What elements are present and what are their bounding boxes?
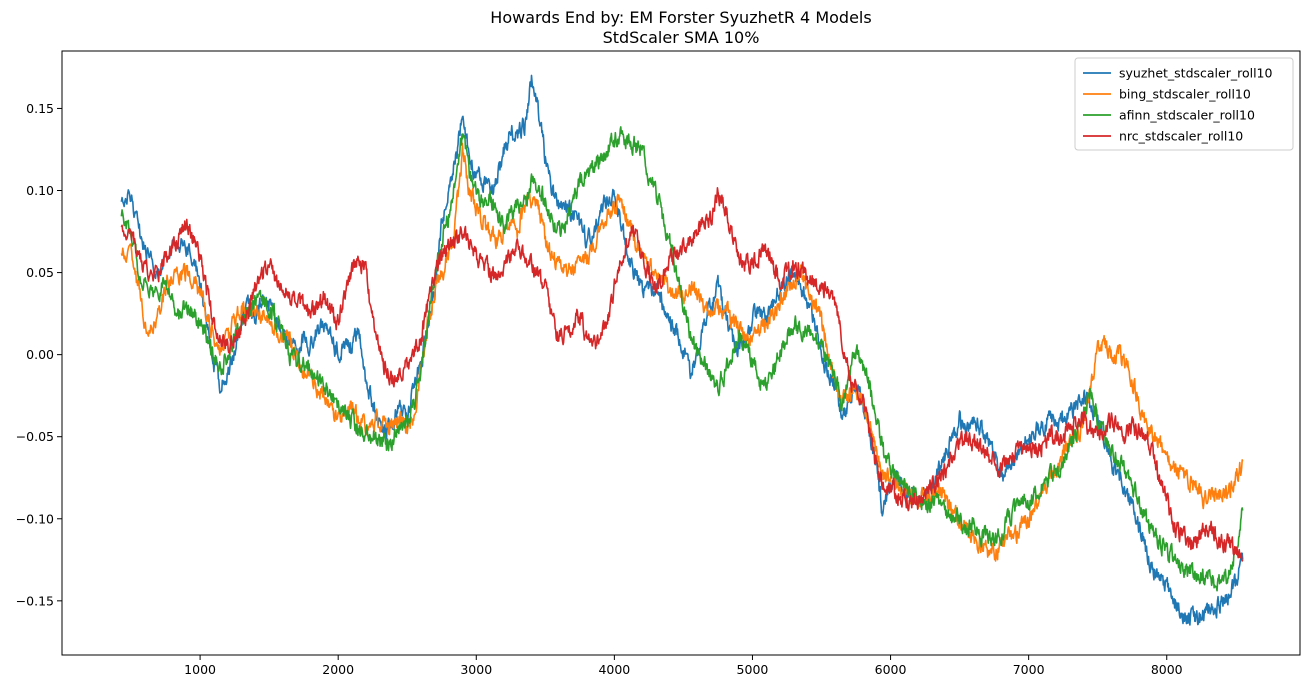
series-line-nrc_stdscaler_roll10 — [120, 187, 1244, 562]
series-layer — [120, 74, 1244, 626]
legend-label: nrc_stdscaler_roll10 — [1119, 129, 1243, 144]
legend: syuzhet_stdscaler_roll10 bing_stdscaler_r… — [1074, 57, 1294, 151]
y-tick-label: −0.10 — [16, 511, 54, 526]
x-tick-label: 2000 — [322, 662, 354, 677]
x-tick-label: 3000 — [460, 662, 492, 677]
x-tick-label: 1000 — [184, 662, 216, 677]
x-tick-label: 7000 — [1013, 662, 1045, 677]
axes-layer: 1000 2000 3000 4000 5000 6000 7000 8000 0.15 0.10… — [16, 101, 1183, 677]
legend-box — [1074, 57, 1294, 151]
x-tick-label: 8000 — [1151, 662, 1183, 677]
y-tick-label: −0.05 — [16, 429, 54, 444]
y-tick-label: 0.10 — [26, 183, 54, 198]
series-line-afinn_stdscaler_roll10 — [120, 126, 1244, 592]
legend-label: bing_stdscaler_roll10 — [1119, 87, 1251, 102]
chart-subtitle: StdScaler SMA 10% — [603, 28, 760, 47]
y-tick-label: −0.15 — [16, 593, 54, 608]
series-line-syuzhet_stdscaler_roll10 — [120, 74, 1244, 626]
y-tick-label: 0.15 — [26, 101, 54, 116]
x-tick-label: 5000 — [737, 662, 769, 677]
y-tick-label: 0.00 — [26, 347, 54, 362]
legend-label: syuzhet_stdscaler_roll10 — [1119, 66, 1273, 81]
legend-label: afinn_stdscaler_roll10 — [1119, 108, 1255, 123]
plot-frame — [61, 50, 1301, 656]
x-tick-label: 4000 — [598, 662, 630, 677]
x-tick-label: 6000 — [875, 662, 907, 677]
y-tick-label: 0.05 — [26, 265, 54, 280]
chart-title: Howards End by: EM Forster SyuzhetR 4 Mo… — [490, 8, 871, 27]
